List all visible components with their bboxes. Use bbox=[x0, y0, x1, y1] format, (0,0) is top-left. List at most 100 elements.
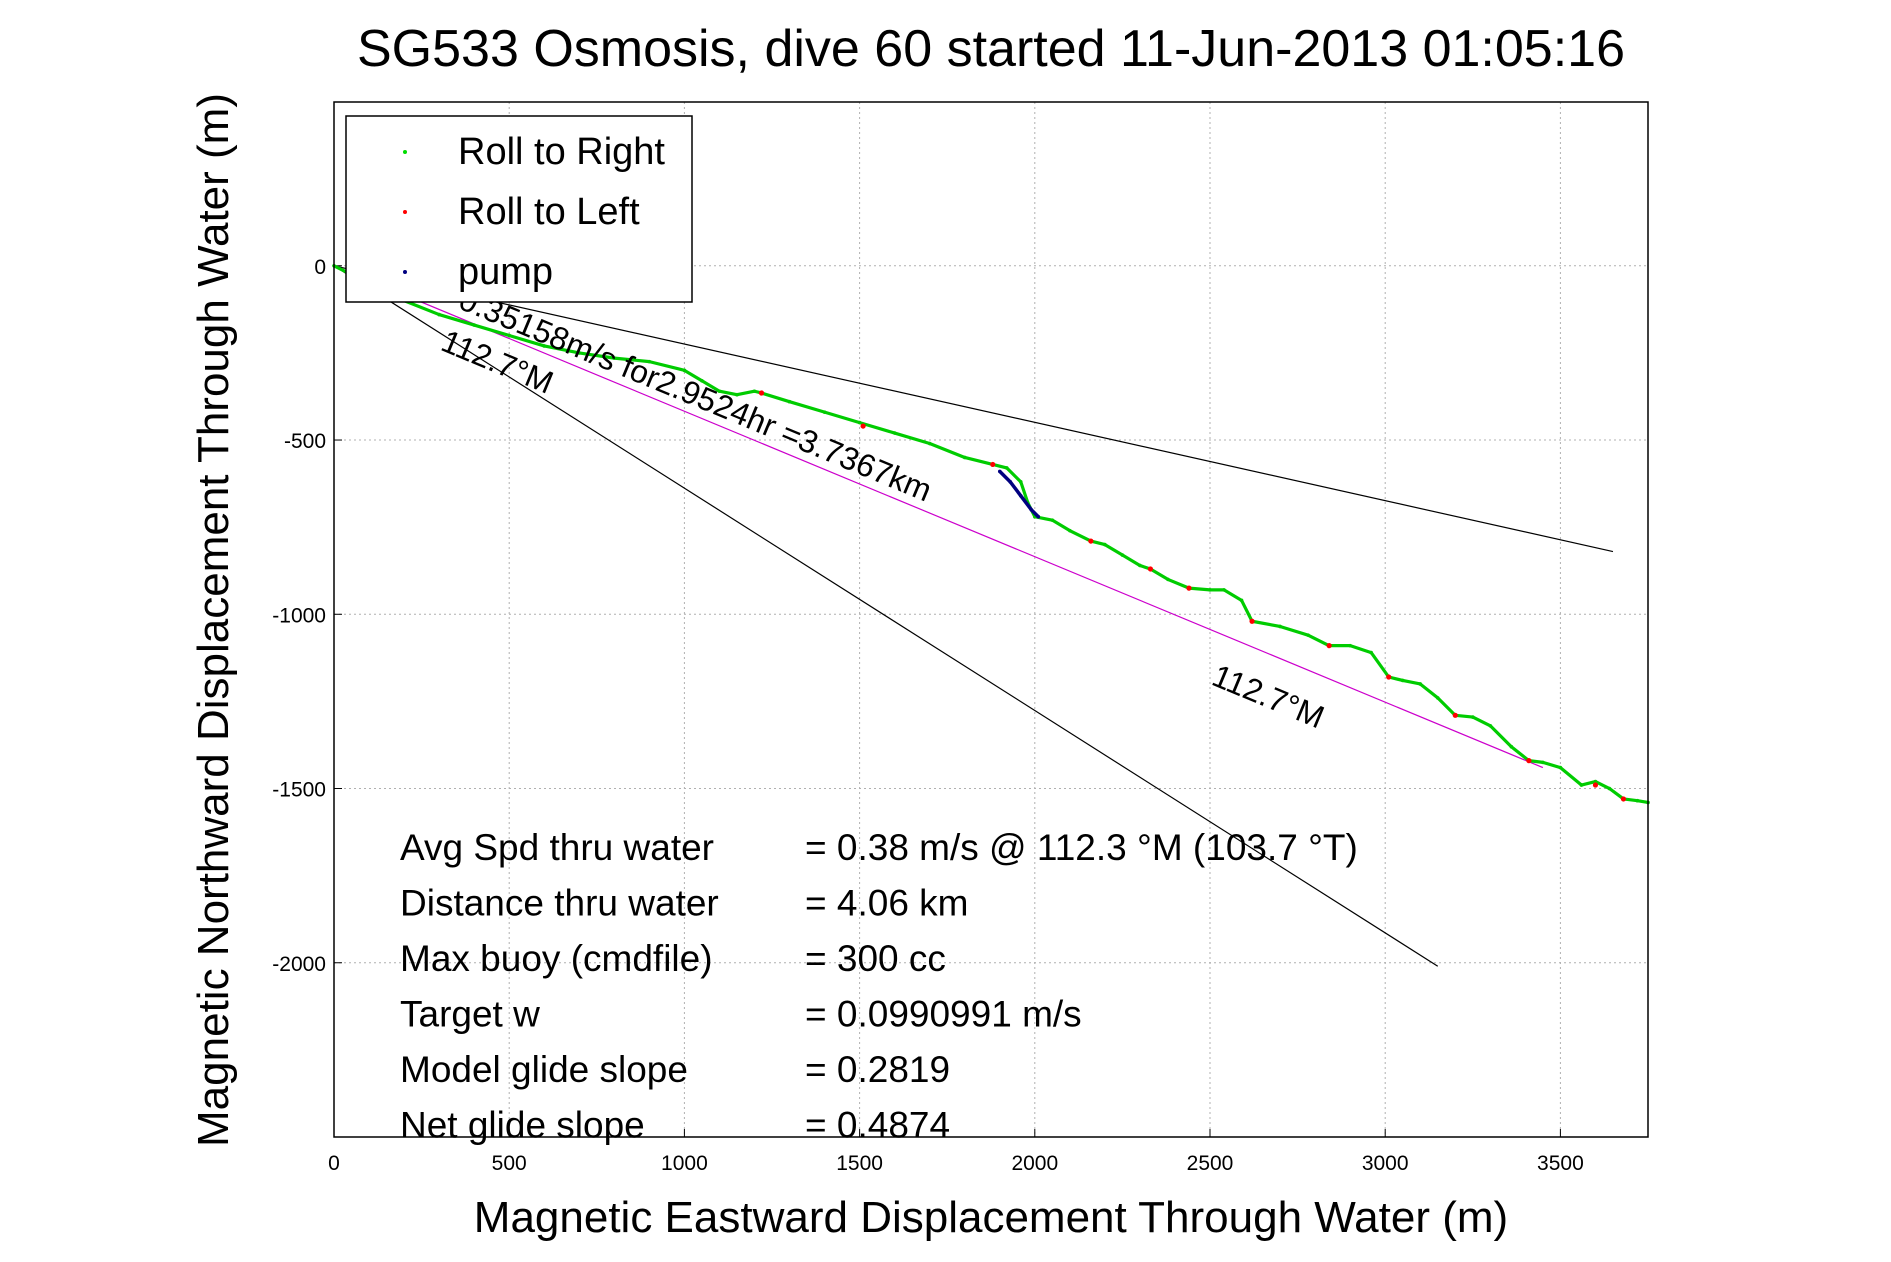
roll-left-point bbox=[758, 390, 765, 396]
roll-right-point bbox=[1306, 633, 1310, 637]
roll-right-point bbox=[1050, 518, 1055, 522]
roll-left-point bbox=[1526, 758, 1532, 764]
pump-point bbox=[1008, 480, 1013, 484]
reference-lines bbox=[333, 265, 1614, 967]
roll-right-point bbox=[1418, 682, 1423, 686]
pump-point bbox=[1036, 514, 1041, 519]
roll-right-point bbox=[612, 356, 617, 360]
legend-label: Roll to Left bbox=[458, 191, 640, 233]
roll-right-point bbox=[717, 389, 722, 394]
stat-value: = 0.4874 bbox=[805, 1105, 950, 1146]
roll-right-point bbox=[1120, 553, 1125, 557]
roll-left-point bbox=[1326, 643, 1332, 649]
roll-right-point bbox=[1018, 480, 1023, 484]
reference-line bbox=[333, 265, 1614, 553]
roll-right-point bbox=[1579, 783, 1584, 787]
pump-point bbox=[1018, 493, 1023, 498]
roll-right-point bbox=[507, 333, 512, 338]
stat-label: Avg Spd thru water bbox=[400, 827, 714, 868]
stat-label: Model glide slope bbox=[400, 1049, 688, 1090]
roll-right-point bbox=[857, 420, 862, 425]
y-axis-label: Magnetic Northward Displacement Through … bbox=[189, 93, 238, 1147]
roll-right-point bbox=[1004, 466, 1009, 470]
roll-right-point bbox=[1239, 598, 1244, 603]
roll-right-point bbox=[542, 344, 547, 348]
roll-right-point bbox=[1488, 723, 1493, 728]
legend-label: pump bbox=[458, 251, 553, 293]
x-tick-label: 3000 bbox=[1362, 1152, 1409, 1175]
roll-right-point bbox=[1541, 760, 1545, 765]
reference-line bbox=[333, 265, 1439, 967]
stat-value: = 0.0990991 m/s bbox=[805, 994, 1082, 1035]
x-tick-label: 0 bbox=[328, 1152, 340, 1175]
series-layer bbox=[332, 263, 1650, 805]
roll-right-point bbox=[787, 399, 792, 404]
stat-value: = 300 cc bbox=[805, 938, 946, 979]
y-tick-label: -1000 bbox=[272, 604, 326, 627]
chart-title: SG533 Osmosis, dive 60 started 11-Jun-20… bbox=[357, 20, 1625, 78]
legend: Roll to Right Roll to Left pump bbox=[345, 115, 693, 303]
roll-right-point bbox=[1103, 542, 1107, 547]
roll-right-point bbox=[752, 389, 757, 394]
roll-left-point bbox=[1147, 566, 1154, 572]
roll-right-point bbox=[1138, 563, 1142, 568]
roll-right-point bbox=[892, 431, 897, 435]
roll-right-point bbox=[437, 312, 441, 317]
roll-left-point bbox=[1186, 585, 1192, 591]
roll-right-point bbox=[1369, 650, 1373, 655]
stat-value: = 4.06 km bbox=[805, 883, 969, 924]
roll-left-point bbox=[1249, 618, 1255, 624]
x-tick-label: 3500 bbox=[1537, 1152, 1584, 1175]
roll-right-point bbox=[927, 441, 932, 446]
roll-right-point bbox=[962, 455, 967, 460]
roll-right-point bbox=[1222, 588, 1226, 592]
stat-label: Distance thru water bbox=[400, 883, 719, 924]
x-tick-labels: 0 500 1000 1500 2000 2500 3000 3500 bbox=[328, 1152, 1584, 1175]
legend-marker bbox=[403, 210, 407, 214]
roll-right-point bbox=[1471, 715, 1475, 719]
plot-frame bbox=[333, 101, 1649, 1138]
x-tick-label: 2500 bbox=[1187, 1152, 1234, 1175]
reference-line bbox=[333, 265, 1544, 769]
grid bbox=[333, 102, 1648, 1137]
legend-marker bbox=[403, 150, 407, 154]
roll-right-point bbox=[1278, 624, 1282, 629]
legend-marker bbox=[403, 270, 407, 274]
roll-right-point bbox=[735, 392, 739, 397]
roll-left-point bbox=[1620, 796, 1627, 802]
x-tick-label: 500 bbox=[492, 1152, 527, 1175]
roll-right-point bbox=[1607, 786, 1612, 791]
pump-point bbox=[1029, 507, 1034, 512]
roll-right-point bbox=[700, 378, 704, 383]
x-tick-label: 1500 bbox=[836, 1152, 883, 1175]
roll-left-point bbox=[860, 423, 866, 429]
y-tick-label: -2000 bbox=[272, 953, 326, 976]
y-tick-label: 0 bbox=[314, 256, 326, 279]
roll-right-point bbox=[472, 323, 476, 327]
stat-value: = 0.38 m/s @ 112.3 °M (103.7 °T) bbox=[805, 827, 1358, 868]
roll-left-point bbox=[1386, 674, 1392, 680]
x-axis-label: Magnetic Eastward Displacement Through W… bbox=[474, 1193, 1508, 1242]
roll-right-point bbox=[682, 368, 687, 373]
legend-label: Roll to Right bbox=[458, 131, 665, 173]
roll-left-point bbox=[1088, 538, 1094, 544]
roll-left-point bbox=[1592, 782, 1599, 788]
roll-right-point bbox=[1635, 798, 1640, 803]
pump-point bbox=[997, 469, 1002, 474]
roll-left-point bbox=[990, 461, 996, 468]
x-tick-label: 2000 bbox=[1011, 1152, 1058, 1175]
roll-right-point bbox=[1348, 643, 1352, 648]
y-tick-label: -500 bbox=[284, 430, 326, 453]
y-tick-label: -1500 bbox=[272, 779, 326, 802]
x-tick-label: 1000 bbox=[661, 1152, 708, 1175]
stats-block: Avg Spd thru water = 0.38 m/s @ 112.3 °M … bbox=[400, 827, 1358, 1146]
roll-right-point bbox=[822, 410, 827, 414]
roll-right-point bbox=[577, 351, 582, 355]
roll-right-point bbox=[1166, 577, 1170, 582]
y-tick-labels: 0 -500 -1000 -1500 -2000 bbox=[272, 256, 326, 976]
roll-right-point bbox=[1208, 588, 1212, 592]
roll-right-point bbox=[1435, 696, 1440, 700]
roll-right-point bbox=[1068, 528, 1072, 533]
roll-right-point bbox=[1593, 779, 1598, 784]
